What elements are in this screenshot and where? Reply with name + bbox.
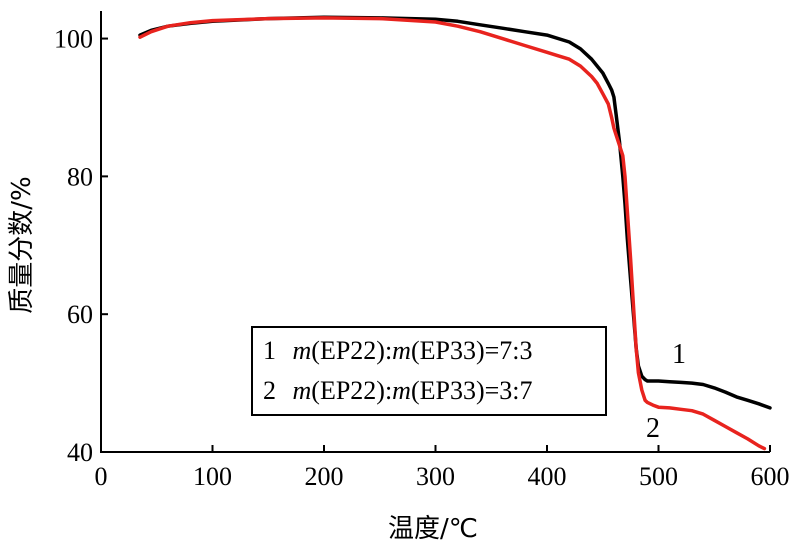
x-tick-label: 100 [193, 462, 232, 491]
x-tick-label: 0 [95, 462, 108, 491]
legend-entry-1-m2: m [392, 336, 411, 365]
legend-entry-2-tail: (EP33)=3:7 [411, 376, 533, 405]
legend-entry-1-tail: (EP33)=7:3 [411, 336, 533, 365]
y-ticks: 40 60 80 100 [54, 25, 108, 467]
series-layer [138, 15, 772, 451]
x-tick-label: 500 [639, 462, 678, 491]
legend-entry-2-mid: (EP22): [311, 376, 392, 405]
y-tick-label: 80 [67, 162, 93, 191]
x-tick-label: 300 [416, 462, 455, 491]
y-tick-label: 60 [67, 300, 93, 329]
legend-entry-2-m2: m [392, 376, 411, 405]
legend-entry-1-mid: (EP22): [311, 336, 392, 365]
x-ticks: 0 100 200 300 400 500 600 [95, 445, 790, 491]
legend-entry-2-num: 2 [263, 376, 276, 405]
y-tick-label: 40 [67, 438, 93, 467]
legend-entry-1-num: 1 [263, 336, 276, 365]
legend: 1 m(EP22):m(EP33)=7:3 2 m(EP22):m(EP33)=… [251, 326, 607, 416]
x-tick-label: 400 [528, 462, 567, 491]
legend-entry-1: 1 m(EP22):m(EP33)=7:3 [263, 336, 533, 365]
legend-entry-2: 2 m(EP22):m(EP33)=3:7 [263, 376, 533, 405]
y-axis-title: 质量分数/% [7, 176, 37, 313]
curve-label-1: 1 [672, 339, 686, 370]
curve-label-2: 2 [646, 413, 660, 444]
x-tick-label: 600 [751, 462, 790, 491]
series-line-2 [138, 16, 767, 451]
y-tick-label: 100 [54, 25, 93, 54]
legend-entry-1-m1: m [293, 336, 312, 365]
x-tick-label: 200 [305, 462, 344, 491]
x-axis-title: 温度/℃ [388, 514, 478, 544]
legend-entry-2-m1: m [293, 376, 312, 405]
legend-box [251, 326, 607, 416]
